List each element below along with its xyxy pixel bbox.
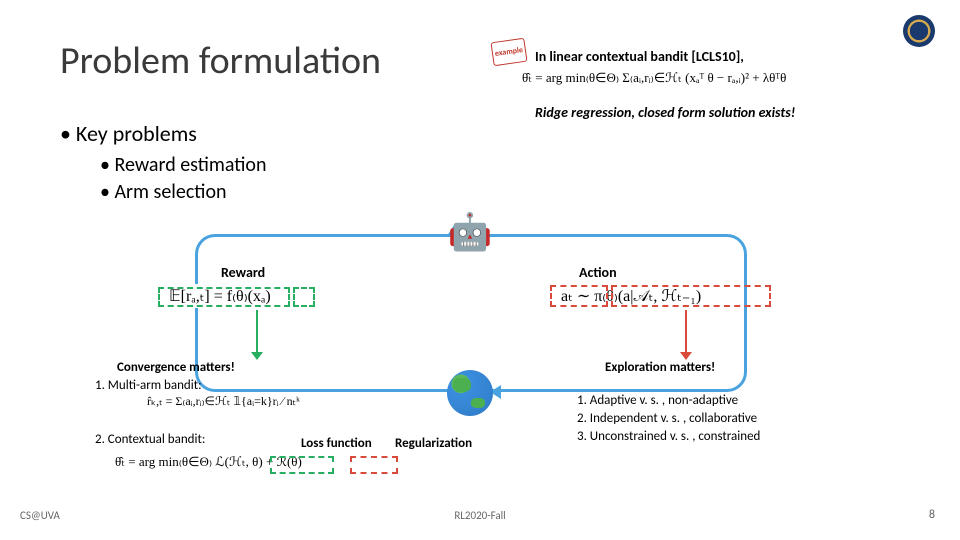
uva-logo bbox=[903, 15, 935, 47]
bullet-reward-estimation: • Reward estimation bbox=[100, 153, 266, 177]
bullet-key-problems: • Key problems bbox=[60, 120, 197, 147]
conv-item-1-formula: r̂ₖ,ₜ = Σ₍aᵢ,rᵢ₎∈ℋₜ 𝟙{aᵢ=k}rᵢ ∕ nₜᵏ bbox=[147, 394, 300, 409]
action-highlight-2 bbox=[611, 285, 771, 307]
example-stamp: example bbox=[490, 38, 527, 66]
reward-label: Reward bbox=[217, 264, 269, 281]
footer-page-number: 8 bbox=[929, 508, 935, 522]
red-arrow-down bbox=[685, 310, 687, 354]
context-line1: In linear contextual bandit [LCLS10], bbox=[535, 48, 744, 65]
diagram-container: 🤖 Reward 𝔼[rₐ,ₜ] = f₍θ₎(xₐ) Action aₜ ∼ … bbox=[155, 210, 795, 465]
bullet-arm-selection: • Arm selection bbox=[100, 180, 227, 204]
conv-item-1: 1. Multi-arm bandit: bbox=[95, 378, 202, 393]
action-highlight-1 bbox=[550, 285, 608, 307]
slide-title: Problem formulation bbox=[60, 38, 381, 84]
footer-center: RL2020-Fall bbox=[454, 509, 505, 522]
loss-function-label: Loss function bbox=[301, 436, 372, 451]
earth-icon bbox=[447, 370, 493, 416]
footer-left: CS@UVA bbox=[20, 509, 60, 522]
expl-item-1: 1. Adaptive v. s. , non-adaptive bbox=[577, 392, 760, 410]
regularization-label: Regularization bbox=[395, 436, 472, 451]
loss-highlight bbox=[270, 456, 334, 474]
robot-icon: 🤖 bbox=[445, 210, 495, 260]
green-arrow-down bbox=[256, 310, 258, 354]
reward-highlight-2 bbox=[293, 287, 315, 307]
exploration-title: Exploration matters! bbox=[605, 360, 715, 375]
action-label: Action bbox=[575, 264, 621, 281]
reward-highlight-1 bbox=[158, 287, 290, 307]
conv-item-2: 2. Contextual bandit: bbox=[95, 432, 205, 447]
context-line2: Ridge regression, closed form solution e… bbox=[535, 104, 795, 121]
expl-item-2: 2. Independent v. s. , collaborative bbox=[577, 410, 760, 428]
convergence-title: Convergence matters! bbox=[117, 360, 235, 375]
reg-highlight bbox=[350, 456, 398, 474]
context-formula1: θ̂ₜ = arg min₍θ∈Θ₎ Σ₍aᵢ,rᵢ₎∈ℋₜ (xₐᵀ θ − … bbox=[522, 70, 786, 86]
expl-item-3: 3. Unconstrained v. s. , constrained bbox=[577, 428, 760, 446]
exploration-list: 1. Adaptive v. s. , non-adaptive 2. Inde… bbox=[577, 392, 760, 447]
